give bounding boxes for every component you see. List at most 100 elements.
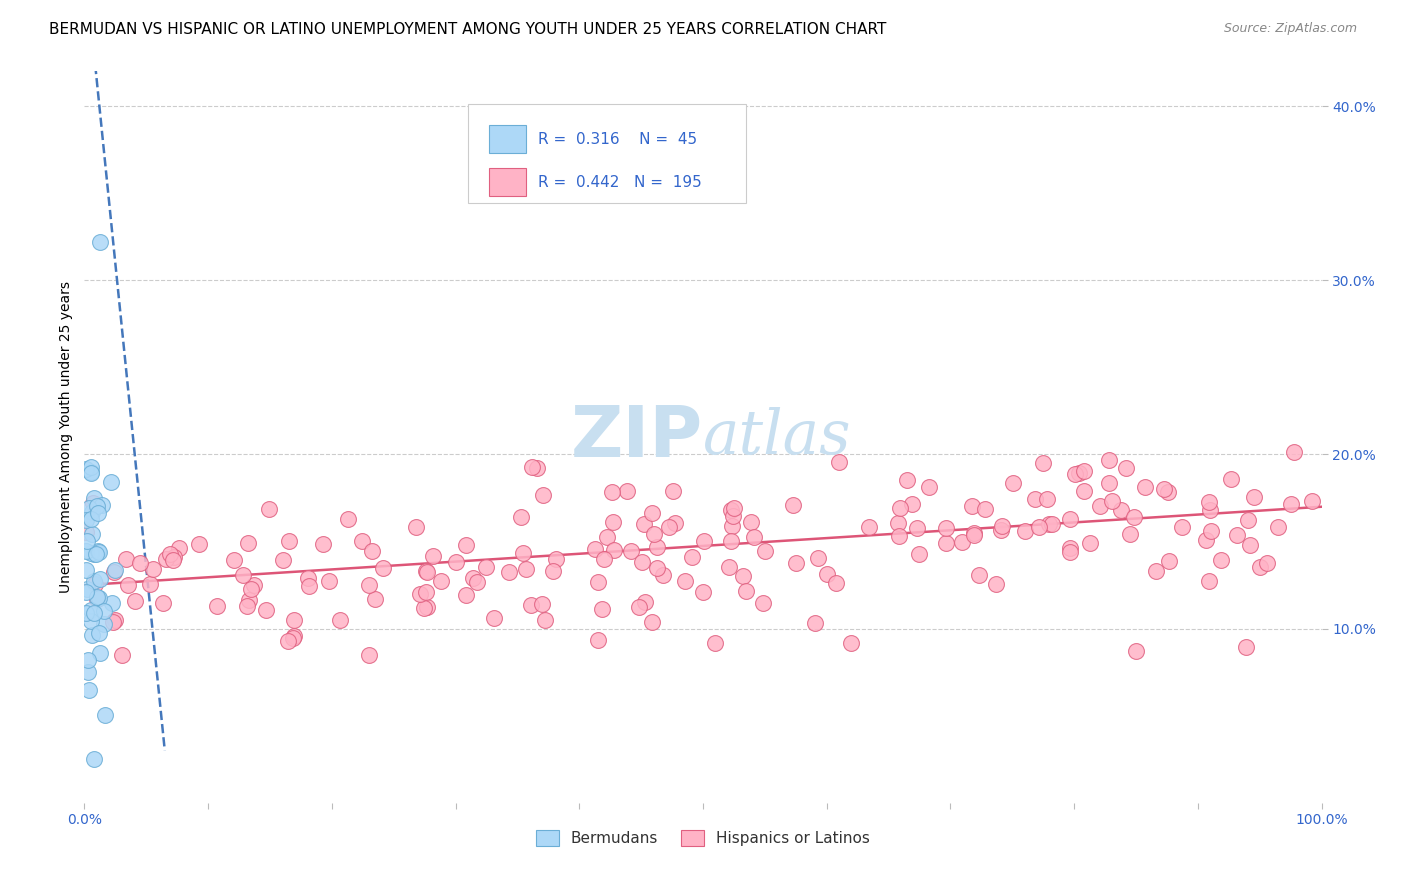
Point	[83, 576, 105, 591]
Point	[512, 546, 534, 560]
Point	[1125, 644, 1147, 658]
Point	[889, 529, 911, 543]
Point	[1144, 564, 1167, 578]
Point	[974, 502, 997, 516]
Point	[162, 553, 184, 567]
Point	[277, 634, 299, 648]
Point	[412, 601, 434, 615]
Point	[86, 591, 108, 605]
Point	[1209, 553, 1232, 567]
Point	[238, 535, 260, 549]
Point	[456, 588, 478, 602]
Point	[82, 495, 104, 509]
Point	[963, 528, 986, 542]
Point	[430, 574, 453, 589]
Point	[1036, 491, 1059, 506]
Point	[631, 555, 654, 569]
Point	[534, 613, 557, 627]
Point	[986, 576, 1008, 591]
Point	[77, 665, 100, 680]
Point	[1219, 472, 1241, 486]
Point	[1119, 526, 1142, 541]
Point	[76, 582, 98, 597]
Point	[735, 584, 758, 599]
Point	[841, 635, 863, 649]
Point	[515, 562, 537, 576]
Point	[87, 625, 110, 640]
Point	[1237, 513, 1260, 527]
Point	[75, 606, 97, 620]
Point	[918, 480, 941, 494]
Point	[222, 553, 245, 567]
Point	[80, 526, 103, 541]
Point	[519, 599, 541, 613]
Point	[80, 603, 103, 617]
Point	[510, 510, 533, 524]
Point	[1199, 524, 1222, 538]
Point	[415, 585, 437, 599]
Point	[94, 707, 117, 722]
Point	[278, 534, 301, 549]
Point	[586, 632, 609, 647]
Point	[785, 556, 807, 570]
Point	[1243, 491, 1265, 505]
Point	[329, 614, 352, 628]
Point	[83, 547, 105, 561]
Text: BERMUDAN VS HISPANIC OR LATINO UNEMPLOYMENT AMONG YOUTH UNDER 25 YEARS CORRELATI: BERMUDAN VS HISPANIC OR LATINO UNEMPLOYM…	[49, 22, 887, 37]
Point	[422, 549, 444, 563]
Point	[104, 613, 127, 627]
Point	[283, 613, 305, 627]
Point	[520, 459, 543, 474]
FancyBboxPatch shape	[468, 104, 747, 203]
Text: ZIP: ZIP	[571, 402, 703, 472]
Point	[1267, 520, 1289, 534]
Point	[444, 555, 467, 569]
Point	[658, 519, 681, 533]
Point	[1073, 464, 1095, 478]
Point	[239, 582, 262, 596]
Point	[740, 515, 762, 529]
Point	[281, 631, 304, 645]
Point	[1038, 516, 1060, 531]
Point	[681, 550, 703, 565]
Point	[1123, 510, 1146, 524]
Point	[337, 512, 360, 526]
Point	[620, 544, 643, 558]
Point	[75, 584, 97, 599]
Point	[1098, 453, 1121, 467]
Point	[311, 536, 333, 550]
Point	[1059, 512, 1081, 526]
Point	[602, 515, 624, 529]
Point	[1073, 484, 1095, 499]
Bar	[489, 169, 526, 196]
Point	[742, 529, 765, 543]
Point	[754, 544, 776, 558]
Point	[593, 552, 616, 566]
Point	[721, 519, 744, 533]
Point	[474, 560, 496, 574]
Point	[641, 615, 664, 630]
Point	[531, 487, 554, 501]
Point	[82, 628, 104, 642]
Point	[825, 576, 848, 591]
Point	[103, 565, 125, 579]
Point	[139, 577, 162, 591]
Point	[901, 497, 924, 511]
Text: atlas: atlas	[703, 407, 852, 467]
Point	[1153, 482, 1175, 496]
Point	[86, 592, 108, 607]
Point	[693, 533, 716, 548]
Point	[1028, 520, 1050, 534]
Point	[484, 611, 506, 625]
Point	[80, 546, 103, 560]
Point	[1157, 554, 1180, 568]
Point	[1032, 456, 1054, 470]
Point	[541, 564, 564, 578]
Point	[858, 520, 880, 534]
Point	[804, 615, 827, 630]
Point	[1301, 494, 1323, 508]
Point	[152, 596, 174, 610]
Point	[889, 500, 911, 515]
Point	[75, 524, 97, 539]
Point	[100, 475, 122, 489]
